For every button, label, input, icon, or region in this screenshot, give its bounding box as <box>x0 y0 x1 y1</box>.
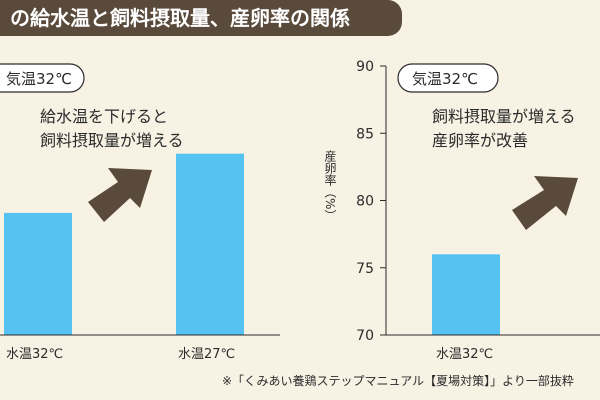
left-arrow-icon <box>88 168 152 222</box>
right-category-label-1: 水温32℃ <box>436 347 493 362</box>
left-badge-frame <box>0 63 85 93</box>
page-title: の給水温と飼料摂取量、産卵率の関係 <box>0 0 402 36</box>
right-bar-1 <box>432 254 500 335</box>
right-y-tick-label-80: 80 <box>356 194 374 210</box>
left-category-label-1: 水温32℃ <box>6 347 63 362</box>
left-badge-label: 気温32℃ <box>6 70 72 88</box>
right-y-tick-label-90: 90 <box>356 59 374 75</box>
left-bars <box>4 153 244 335</box>
left-bar-1 <box>4 212 72 335</box>
left-chart: 気温32℃ 給水温を下げると 飼料摂取量が増える 水温32℃ 水温27℃ <box>0 63 280 362</box>
left-category-label-2: 水温27℃ <box>178 347 235 362</box>
right-y-tick-label-70: 70 <box>356 328 374 344</box>
right-badge-label: 気温32℃ <box>412 70 478 88</box>
right-y-tick-label-75: 75 <box>356 261 374 277</box>
source-footnote: ※「くみあい養鶏ステップマニュアル【夏場対策】」より一部抜粋 <box>222 374 574 388</box>
right-y-axis-label: 産卵率（%） <box>323 149 337 222</box>
right-y-ticks: 70 75 80 85 90 <box>356 59 386 344</box>
right-annotation-line-1: 飼料摂取量が増える <box>432 107 576 126</box>
right-arrow-icon <box>512 176 578 230</box>
left-annotation-line-1: 給水温を下げると <box>40 107 168 126</box>
right-bars <box>432 254 500 335</box>
left-annotation-line-2: 飼料摂取量が増える <box>40 131 184 150</box>
right-badge-frame <box>397 63 499 93</box>
left-bar-2 <box>176 153 244 335</box>
right-chart: 70 75 80 85 90 産卵率（%） 気温32℃ 飼料摂取量が増える 産卵率が改善… <box>323 59 600 362</box>
right-annotation-line-2: 産卵率が改善 <box>432 131 528 150</box>
right-y-tick-label-85: 85 <box>356 126 374 142</box>
